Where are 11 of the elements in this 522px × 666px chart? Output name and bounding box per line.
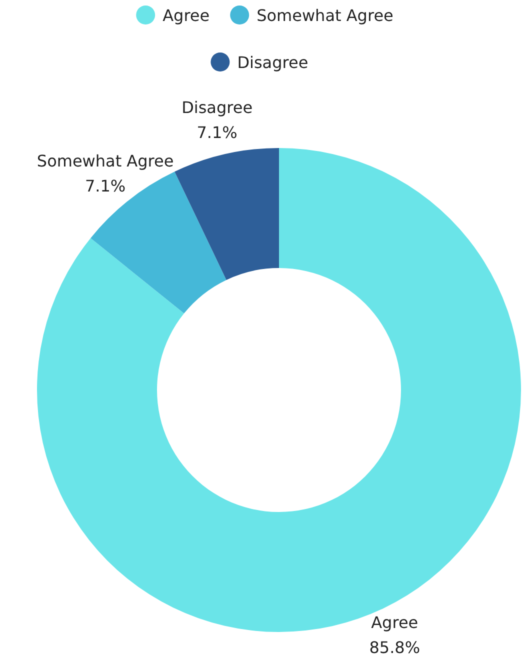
slice-label: Agree xyxy=(371,612,418,632)
legend-label: Agree xyxy=(162,6,210,25)
donut-slice xyxy=(37,148,521,632)
data-label: 85.8% xyxy=(369,638,420,657)
legend-label: Somewhat Agree xyxy=(256,6,394,25)
slice-label: Somewhat Agree xyxy=(36,151,174,170)
slice-label: Disagree xyxy=(182,98,253,117)
data-label: 7.1% xyxy=(196,122,238,142)
legend-label: Disagree xyxy=(237,53,308,72)
data-label: 7.1% xyxy=(84,176,126,196)
donut-slice xyxy=(174,148,279,280)
